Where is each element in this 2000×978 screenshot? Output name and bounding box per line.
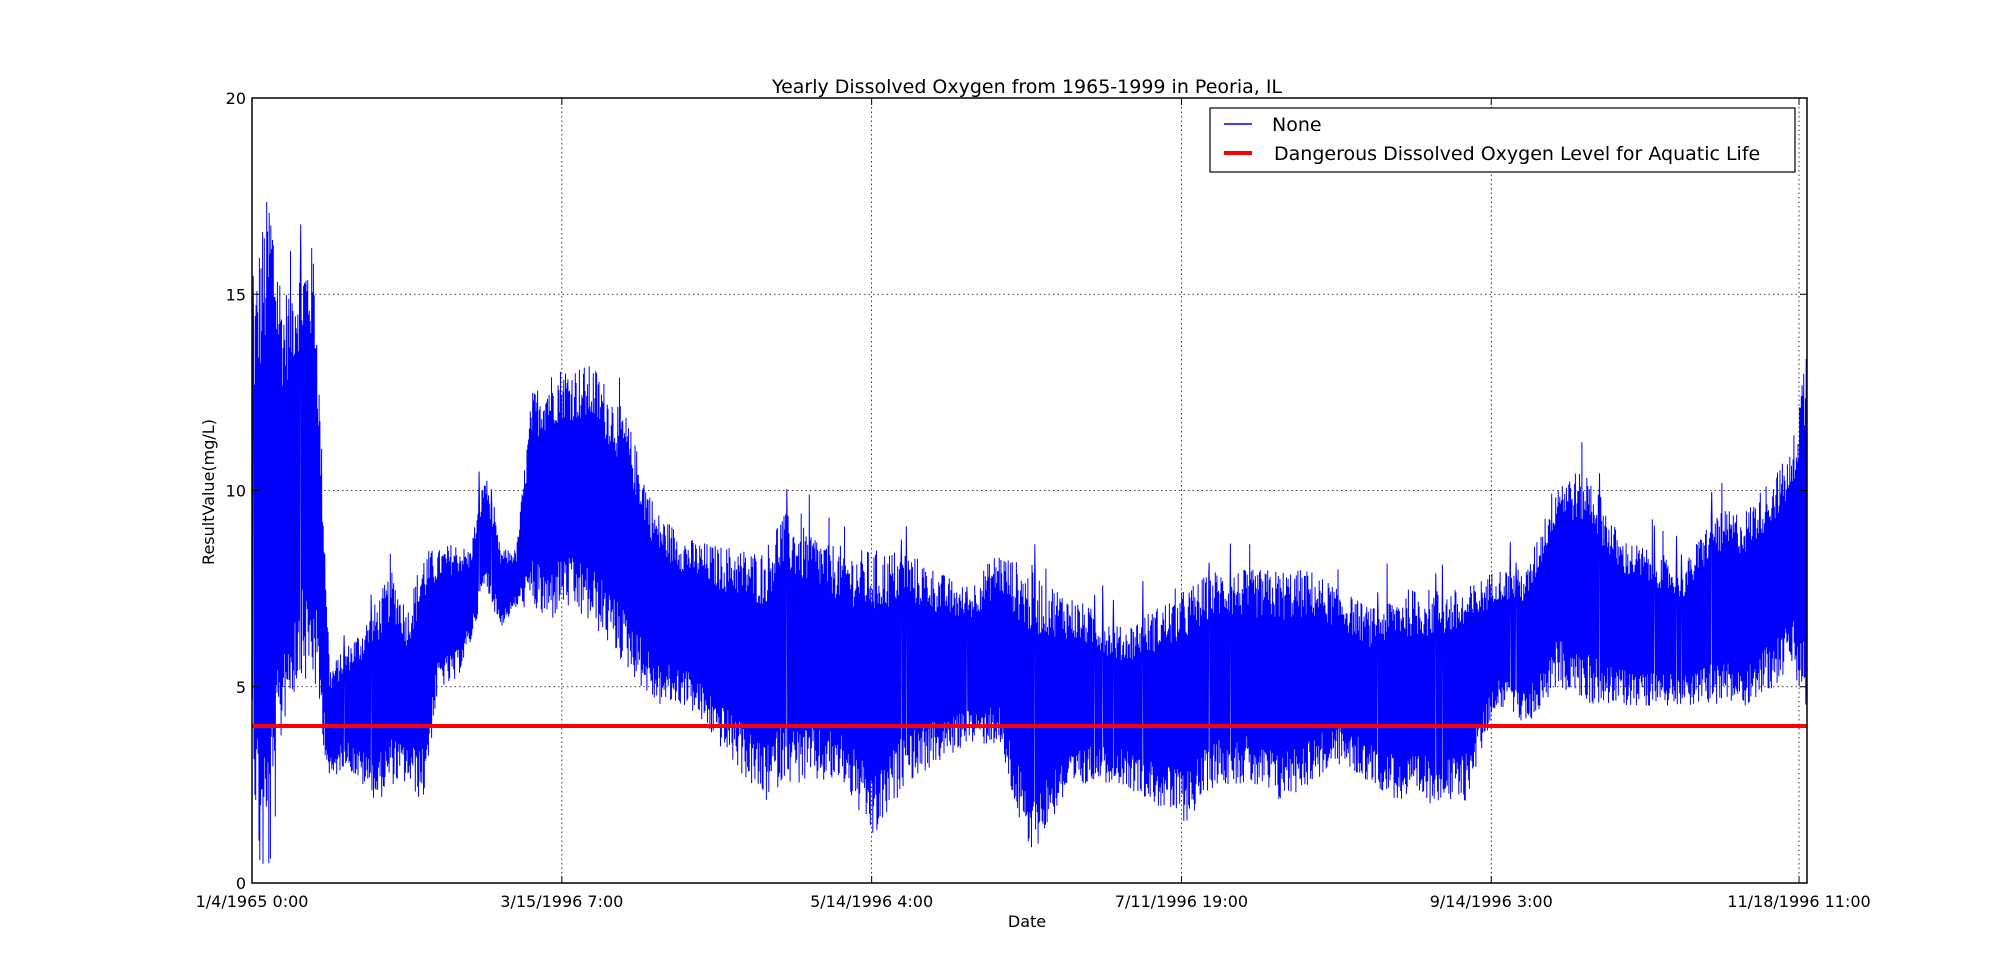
x-tick-label: 11/18/1996 11:00 <box>1727 892 1870 911</box>
legend-label-none: None <box>1272 114 1322 136</box>
y-tick-label: 10 <box>226 482 246 501</box>
series-none <box>251 201 1808 864</box>
x-axis-title: Date <box>1008 912 1046 931</box>
x-tick-label: 7/11/1996 19:00 <box>1115 892 1248 911</box>
legend-label-danger: Dangerous Dissolved Oxygen Level for Aqu… <box>1274 143 1760 165</box>
y-tick-label: 0 <box>236 874 246 893</box>
y-axis-title: ResultValue(mg/L) <box>199 419 218 565</box>
y-tick-label: 15 <box>226 285 246 304</box>
y-tick-label: 20 <box>226 89 246 108</box>
y-tick-label: 5 <box>236 678 246 697</box>
x-tick-label: 5/14/1996 4:00 <box>810 892 933 911</box>
legend-box <box>1209 107 1796 173</box>
x-tick-label: 3/15/1996 7:00 <box>500 892 623 911</box>
series-none-line <box>251 201 1808 864</box>
legend: None Dangerous Dissolved Oxygen Level fo… <box>1209 107 1796 173</box>
y-axis-ticks: 0 5 10 15 20 <box>226 89 1807 893</box>
x-axis-ticks: 1/4/1965 0:00 3/15/1996 7:00 5/14/1996 4:0… <box>196 98 1871 911</box>
chart-title: Yearly Dissolved Oxygen from 1965-1999 i… <box>771 76 1282 98</box>
x-tick-label: 1/4/1965 0:00 <box>196 892 309 911</box>
x-tick-label: 9/14/1996 3:00 <box>1430 892 1553 911</box>
